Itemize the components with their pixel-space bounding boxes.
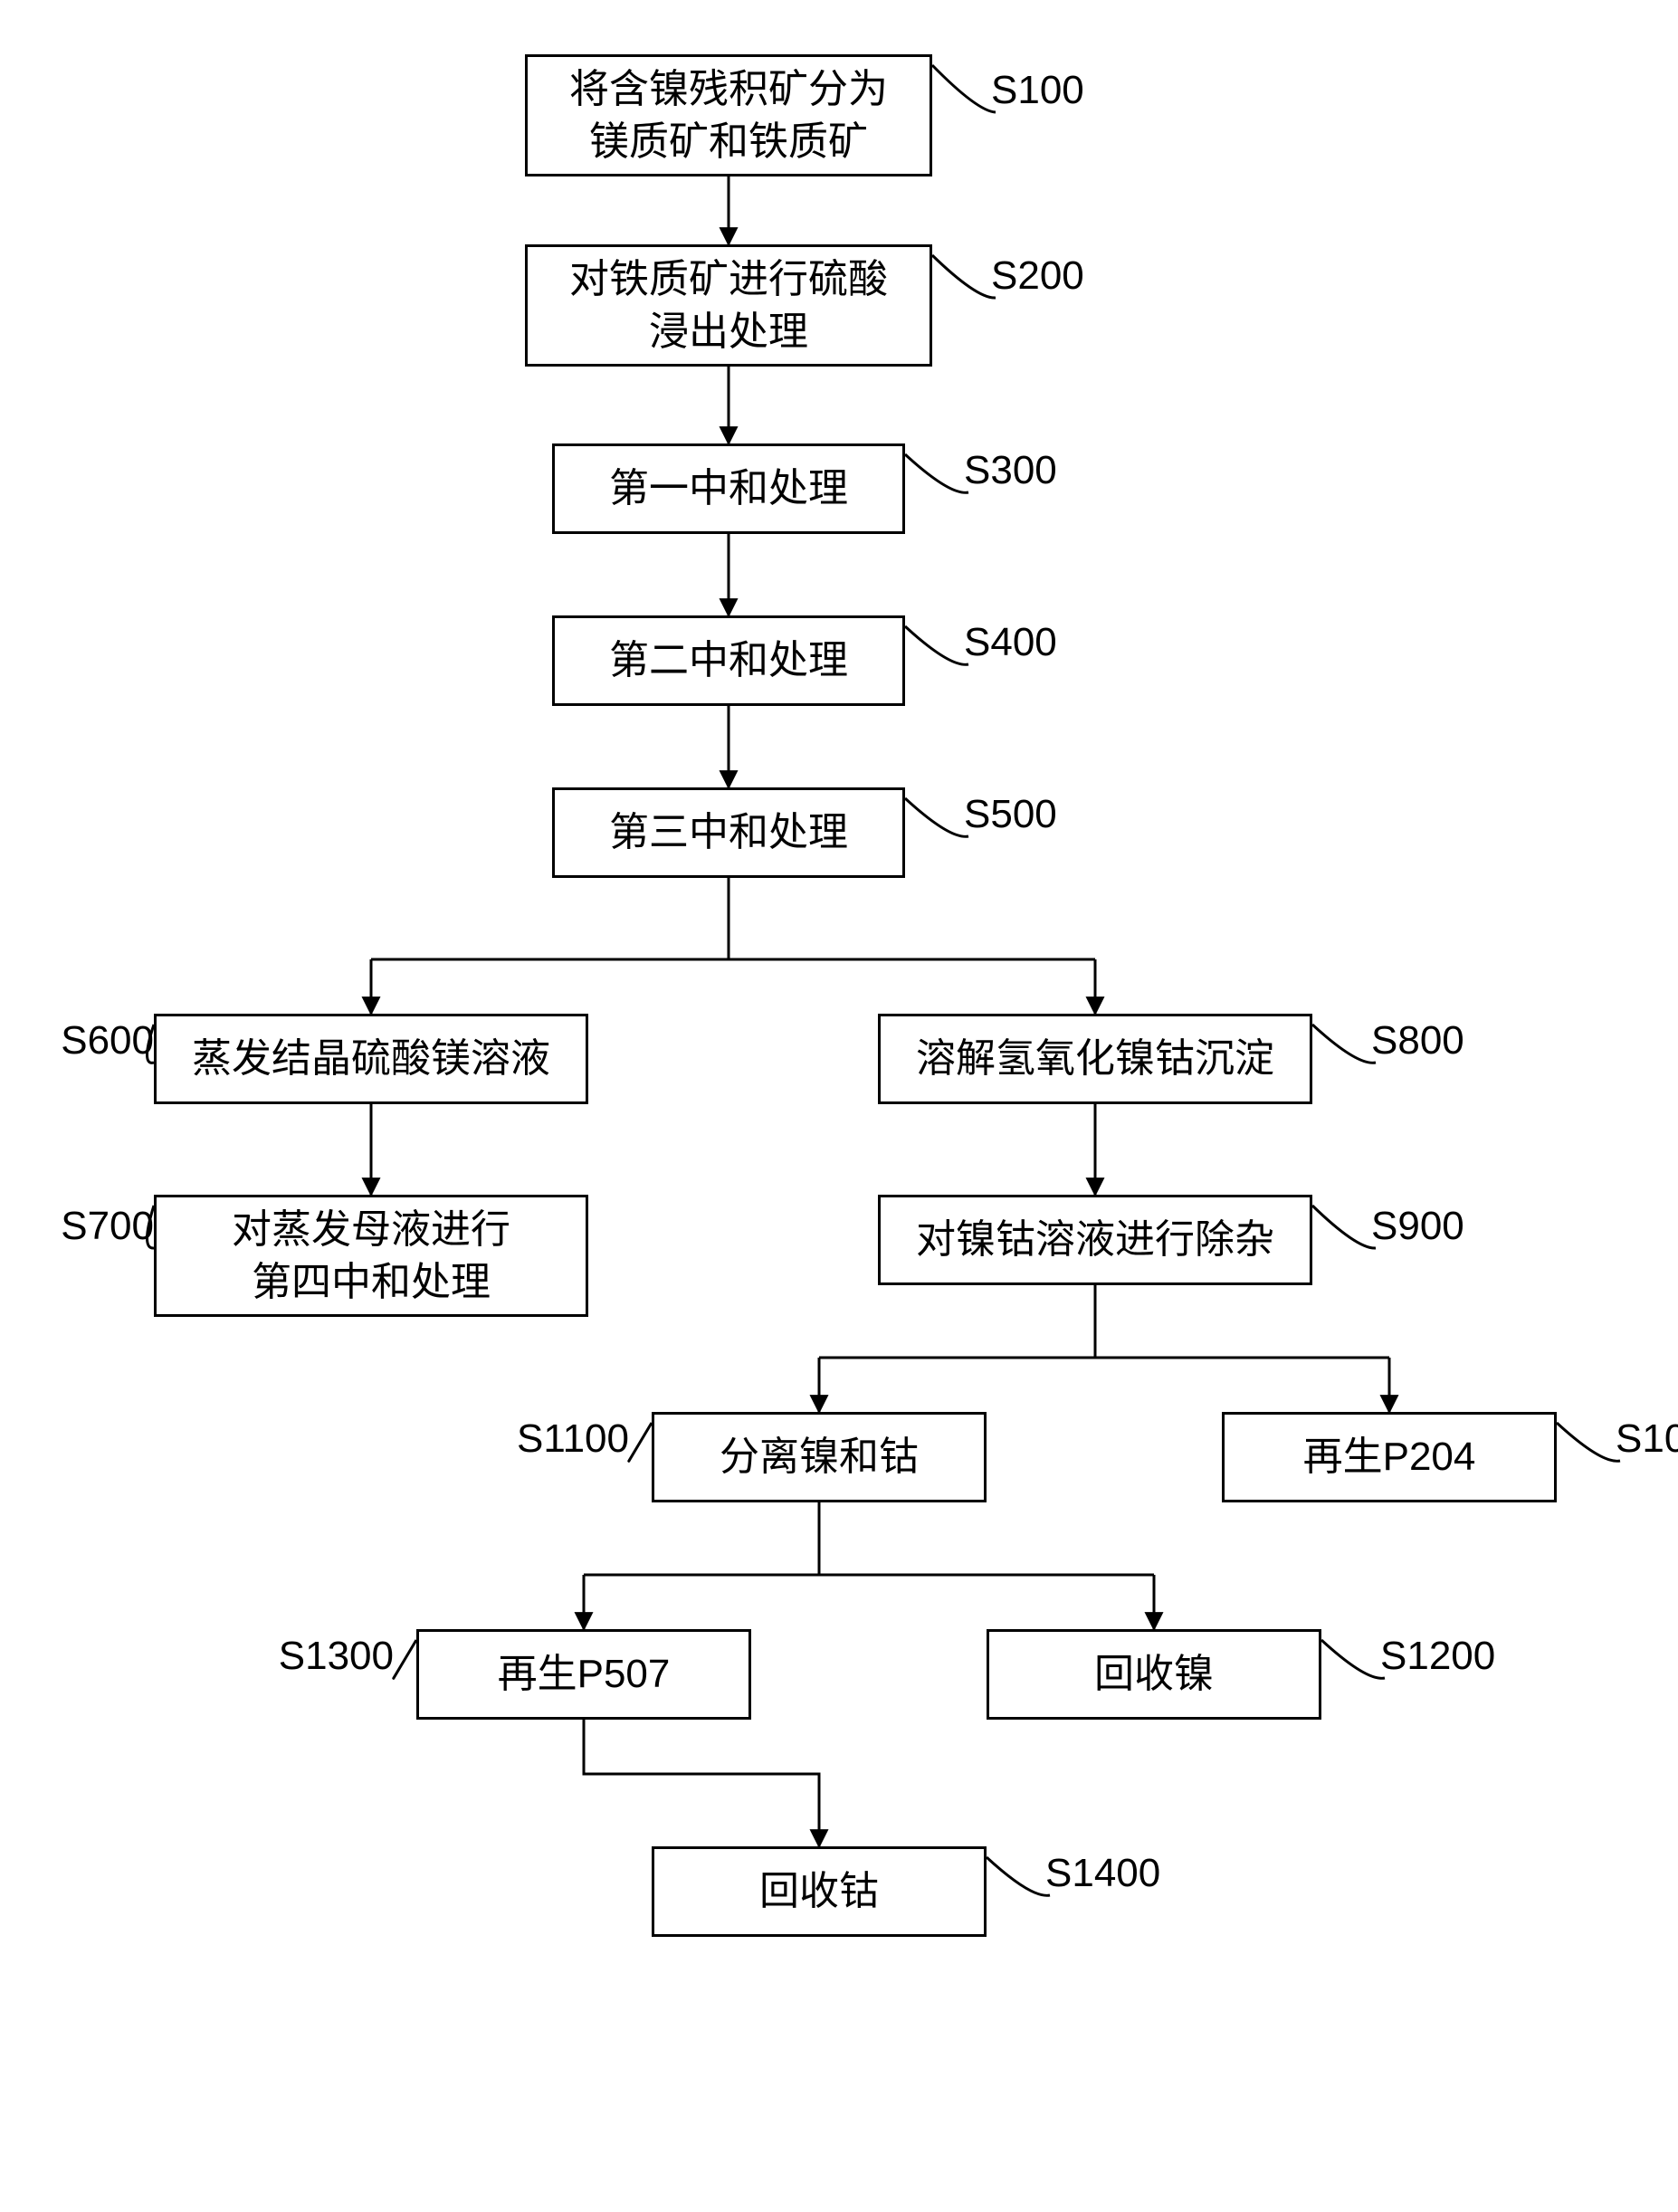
flow-node-text: 将含镍残积矿分为镁质矿和铁质矿 (569, 63, 888, 167)
flow-node-text: 第三中和处理 (609, 806, 848, 858)
step-label-s100: S100 (991, 68, 1084, 113)
step-label-s600: S600 (61, 1018, 154, 1063)
step-label-s400: S400 (964, 620, 1057, 665)
flow-node-text: 再生P507 (498, 1648, 671, 1700)
step-label-s900: S900 (1371, 1204, 1464, 1249)
flow-node-n300: 第一中和处理 (552, 443, 905, 534)
flowchart-canvas: 将含镍残积矿分为镁质矿和铁质矿对铁质矿进行硫酸浸出处理第一中和处理第二中和处理第… (0, 0, 1678, 2212)
step-label-s500: S500 (964, 792, 1057, 837)
step-label-s1200: S1200 (1380, 1634, 1495, 1679)
step-label-s1000: S1000 (1616, 1416, 1678, 1462)
flow-node-n1000: 再生P204 (1222, 1412, 1557, 1502)
flow-node-text: 回收镍 (1094, 1648, 1214, 1700)
flow-node-text: 对蒸发母液进行第四中和处理 (232, 1204, 510, 1307)
step-label-s300: S300 (964, 448, 1057, 493)
flow-node-n500: 第三中和处理 (552, 787, 905, 878)
flow-node-text: 分离镍和钴 (720, 1431, 919, 1483)
flow-node-n1400: 回收钴 (652, 1846, 987, 1937)
step-label-s1100: S1100 (517, 1416, 629, 1462)
flow-node-text: 再生P204 (1303, 1431, 1476, 1483)
flow-node-n700: 对蒸发母液进行第四中和处理 (154, 1195, 588, 1317)
step-label-s1300: S1300 (279, 1634, 394, 1679)
flow-node-n900: 对镍钴溶液进行除杂 (878, 1195, 1312, 1285)
flow-node-text: 对铁质矿进行硫酸浸出处理 (569, 253, 888, 357)
flow-node-n600: 蒸发结晶硫酸镁溶液 (154, 1014, 588, 1104)
flow-node-n200: 对铁质矿进行硫酸浸出处理 (525, 244, 932, 367)
flow-node-text: 回收钴 (759, 1865, 879, 1917)
flow-node-n1200: 回收镍 (987, 1629, 1321, 1720)
flow-node-text: 蒸发结晶硫酸镁溶液 (192, 1033, 550, 1084)
flow-node-n1100: 分离镍和钴 (652, 1412, 987, 1502)
step-label-s200: S200 (991, 253, 1084, 299)
flow-node-text: 溶解氢氧化镍钴沉淀 (916, 1033, 1274, 1084)
flow-node-text: 第一中和处理 (609, 462, 848, 514)
flow-node-n400: 第二中和处理 (552, 615, 905, 706)
flow-node-text: 第二中和处理 (609, 634, 848, 686)
step-label-s1400: S1400 (1045, 1851, 1160, 1896)
flow-node-n800: 溶解氢氧化镍钴沉淀 (878, 1014, 1312, 1104)
step-label-s700: S700 (61, 1204, 154, 1249)
flow-node-text: 对镍钴溶液进行除杂 (916, 1214, 1274, 1265)
step-label-s800: S800 (1371, 1018, 1464, 1063)
flow-node-n1300: 再生P507 (416, 1629, 751, 1720)
flow-node-n100: 将含镍残积矿分为镁质矿和铁质矿 (525, 54, 932, 176)
